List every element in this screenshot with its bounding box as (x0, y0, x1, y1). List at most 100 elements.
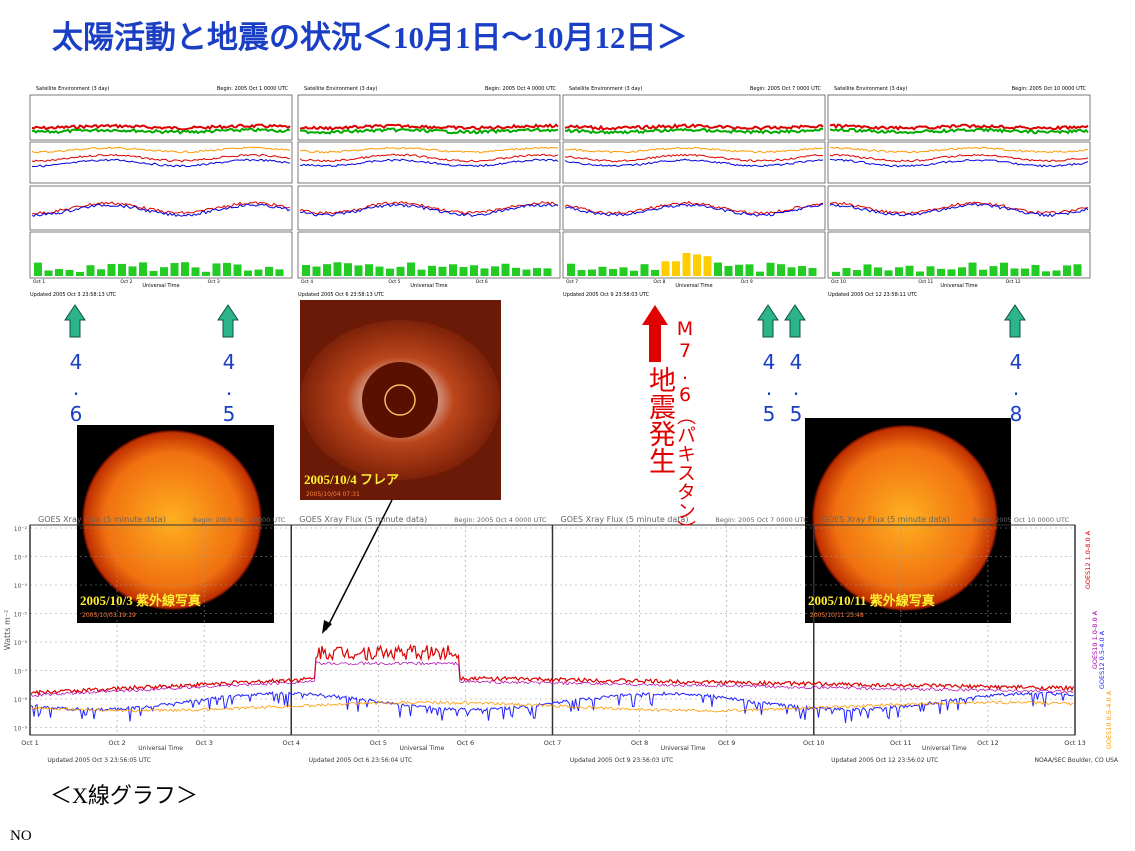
panel-begin: Begin: 2005 Oct 4 0000 UTC (485, 86, 557, 92)
x-tick-label: Oct 12 (977, 739, 999, 747)
kp-bar (787, 267, 796, 276)
trace (31, 153, 291, 163)
kp-bar (682, 253, 691, 276)
kp-bar (244, 270, 252, 276)
kp-bar (808, 267, 817, 276)
sun-image (82, 430, 262, 610)
kp-bar (543, 268, 552, 276)
trace (564, 146, 824, 154)
kp-bar (937, 268, 945, 276)
kp-bar (577, 270, 586, 276)
xray-axis-title: Universal Time (922, 745, 967, 752)
sun-image (812, 425, 998, 611)
trace (829, 146, 1089, 154)
quake-arrow (642, 305, 668, 362)
magnitude: 4.5 (217, 350, 241, 428)
kp-bar (501, 263, 510, 276)
panel-x-label: Oct 1 (33, 279, 45, 285)
green-arrow (1004, 304, 1026, 338)
kp-bar (107, 263, 116, 276)
x-tick-label: Oct 2 (108, 739, 125, 747)
trace (564, 203, 823, 217)
kp-bar (254, 269, 263, 276)
kp-bar (884, 270, 893, 276)
green-arrow (217, 304, 239, 338)
panel-begin: Begin: 2005 Oct 7 0000 UTC (750, 86, 822, 92)
photo-caption: 2005/10/11 紫外線写真 (808, 593, 935, 608)
kp-bar (766, 262, 775, 276)
kp-bar (139, 262, 147, 276)
kp-bar (438, 266, 447, 276)
kp-bar (375, 266, 384, 276)
xray-axis-title: Universal Time (138, 745, 183, 752)
kp-bar (160, 267, 168, 276)
kp-bar (672, 261, 680, 276)
subplot-frame (827, 185, 1091, 231)
kp-bar (640, 264, 649, 276)
kp-bar (756, 271, 764, 276)
kp-bar (354, 265, 363, 276)
trace (31, 127, 291, 135)
xray-begin: Begin: 2005 Oct 1 0000 UTC (193, 516, 286, 524)
x-tick-label: Oct 13 (1064, 739, 1086, 747)
kp-bar (874, 267, 882, 276)
kp-bar (926, 266, 935, 276)
green-arrow (757, 304, 779, 338)
x-tick-label: Oct 4 (283, 739, 300, 747)
kp-bar (480, 268, 489, 276)
xray-panel-title: GOES Xray Flux (5 minute data) (38, 515, 166, 524)
x-tick-label: Oct 7 (544, 739, 561, 747)
panel-x-label: Oct 10 (831, 279, 846, 285)
panel-footer: Updated 2005 Oct 3 23:58:13 UTC (30, 292, 117, 298)
xray-footer: Updated 2005 Oct 12 23:56:02 UTC (831, 757, 938, 764)
trace (299, 158, 559, 168)
trace (564, 153, 824, 163)
panel-x-label: Oct 7 (566, 279, 578, 285)
xray-begin: Begin: 2005 Oct 7 0000 UTC (715, 516, 808, 524)
trace (829, 158, 1089, 168)
caption: ＜X線グラフ＞ (50, 783, 198, 808)
legend-entry: GOES10 0.5-4.0 A (1105, 690, 1113, 749)
magnitude: 4.6 (64, 350, 88, 428)
magnitude: 4.5 (784, 350, 808, 428)
kp-bar (323, 264, 331, 276)
panel-x-label: Oct 9 (741, 279, 753, 285)
trace (299, 123, 559, 131)
kp-bar (630, 270, 638, 276)
xray-axis-title: Universal Time (400, 745, 445, 752)
x-tick-label: Oct 10 (803, 739, 825, 747)
kp-bar (459, 267, 468, 276)
kp-bar (1000, 262, 1008, 276)
panel-footer: Updated 2005 Oct 6 23:58:13 UTC (298, 292, 385, 298)
kp-bar (428, 265, 436, 276)
xray-trace (30, 661, 1074, 697)
kp-bar (491, 266, 499, 276)
xray-begin: Begin: 2005 Oct 4 0000 UTC (454, 516, 547, 524)
y-tick-label: 10⁻⁴ (14, 583, 28, 590)
panel-axis-title: Universal Time (940, 283, 977, 289)
x-tick-label: Oct 9 (718, 739, 735, 747)
y-tick-label: 10⁻⁸ (14, 697, 28, 704)
panel-footer: Updated 2005 Oct 12 23:58:11 UTC (828, 292, 918, 298)
kp-bar (97, 269, 105, 276)
kp-bar (661, 261, 670, 276)
kp-bar (588, 269, 596, 276)
kp-bar (1063, 265, 1071, 276)
kp-bar (1021, 268, 1029, 276)
kp-bar (118, 263, 126, 276)
xray-trace (31, 700, 1074, 713)
panel-header: Satellite Environment (3 day) (36, 86, 110, 92)
kp-bar (449, 264, 457, 276)
subplot-frame (29, 185, 293, 231)
magnitude: 4.5 (757, 350, 781, 428)
trace (829, 203, 1089, 218)
kp-bar (863, 264, 872, 276)
trace (31, 158, 291, 168)
trace (564, 158, 824, 168)
kp-bar (344, 263, 352, 276)
kp-bar (895, 267, 903, 276)
trace (31, 203, 291, 218)
photo-caption: 2005/10/3 紫外線写真 (80, 593, 201, 608)
kp-bar (1042, 271, 1050, 276)
panel-x-label: Oct 5 (388, 279, 400, 285)
